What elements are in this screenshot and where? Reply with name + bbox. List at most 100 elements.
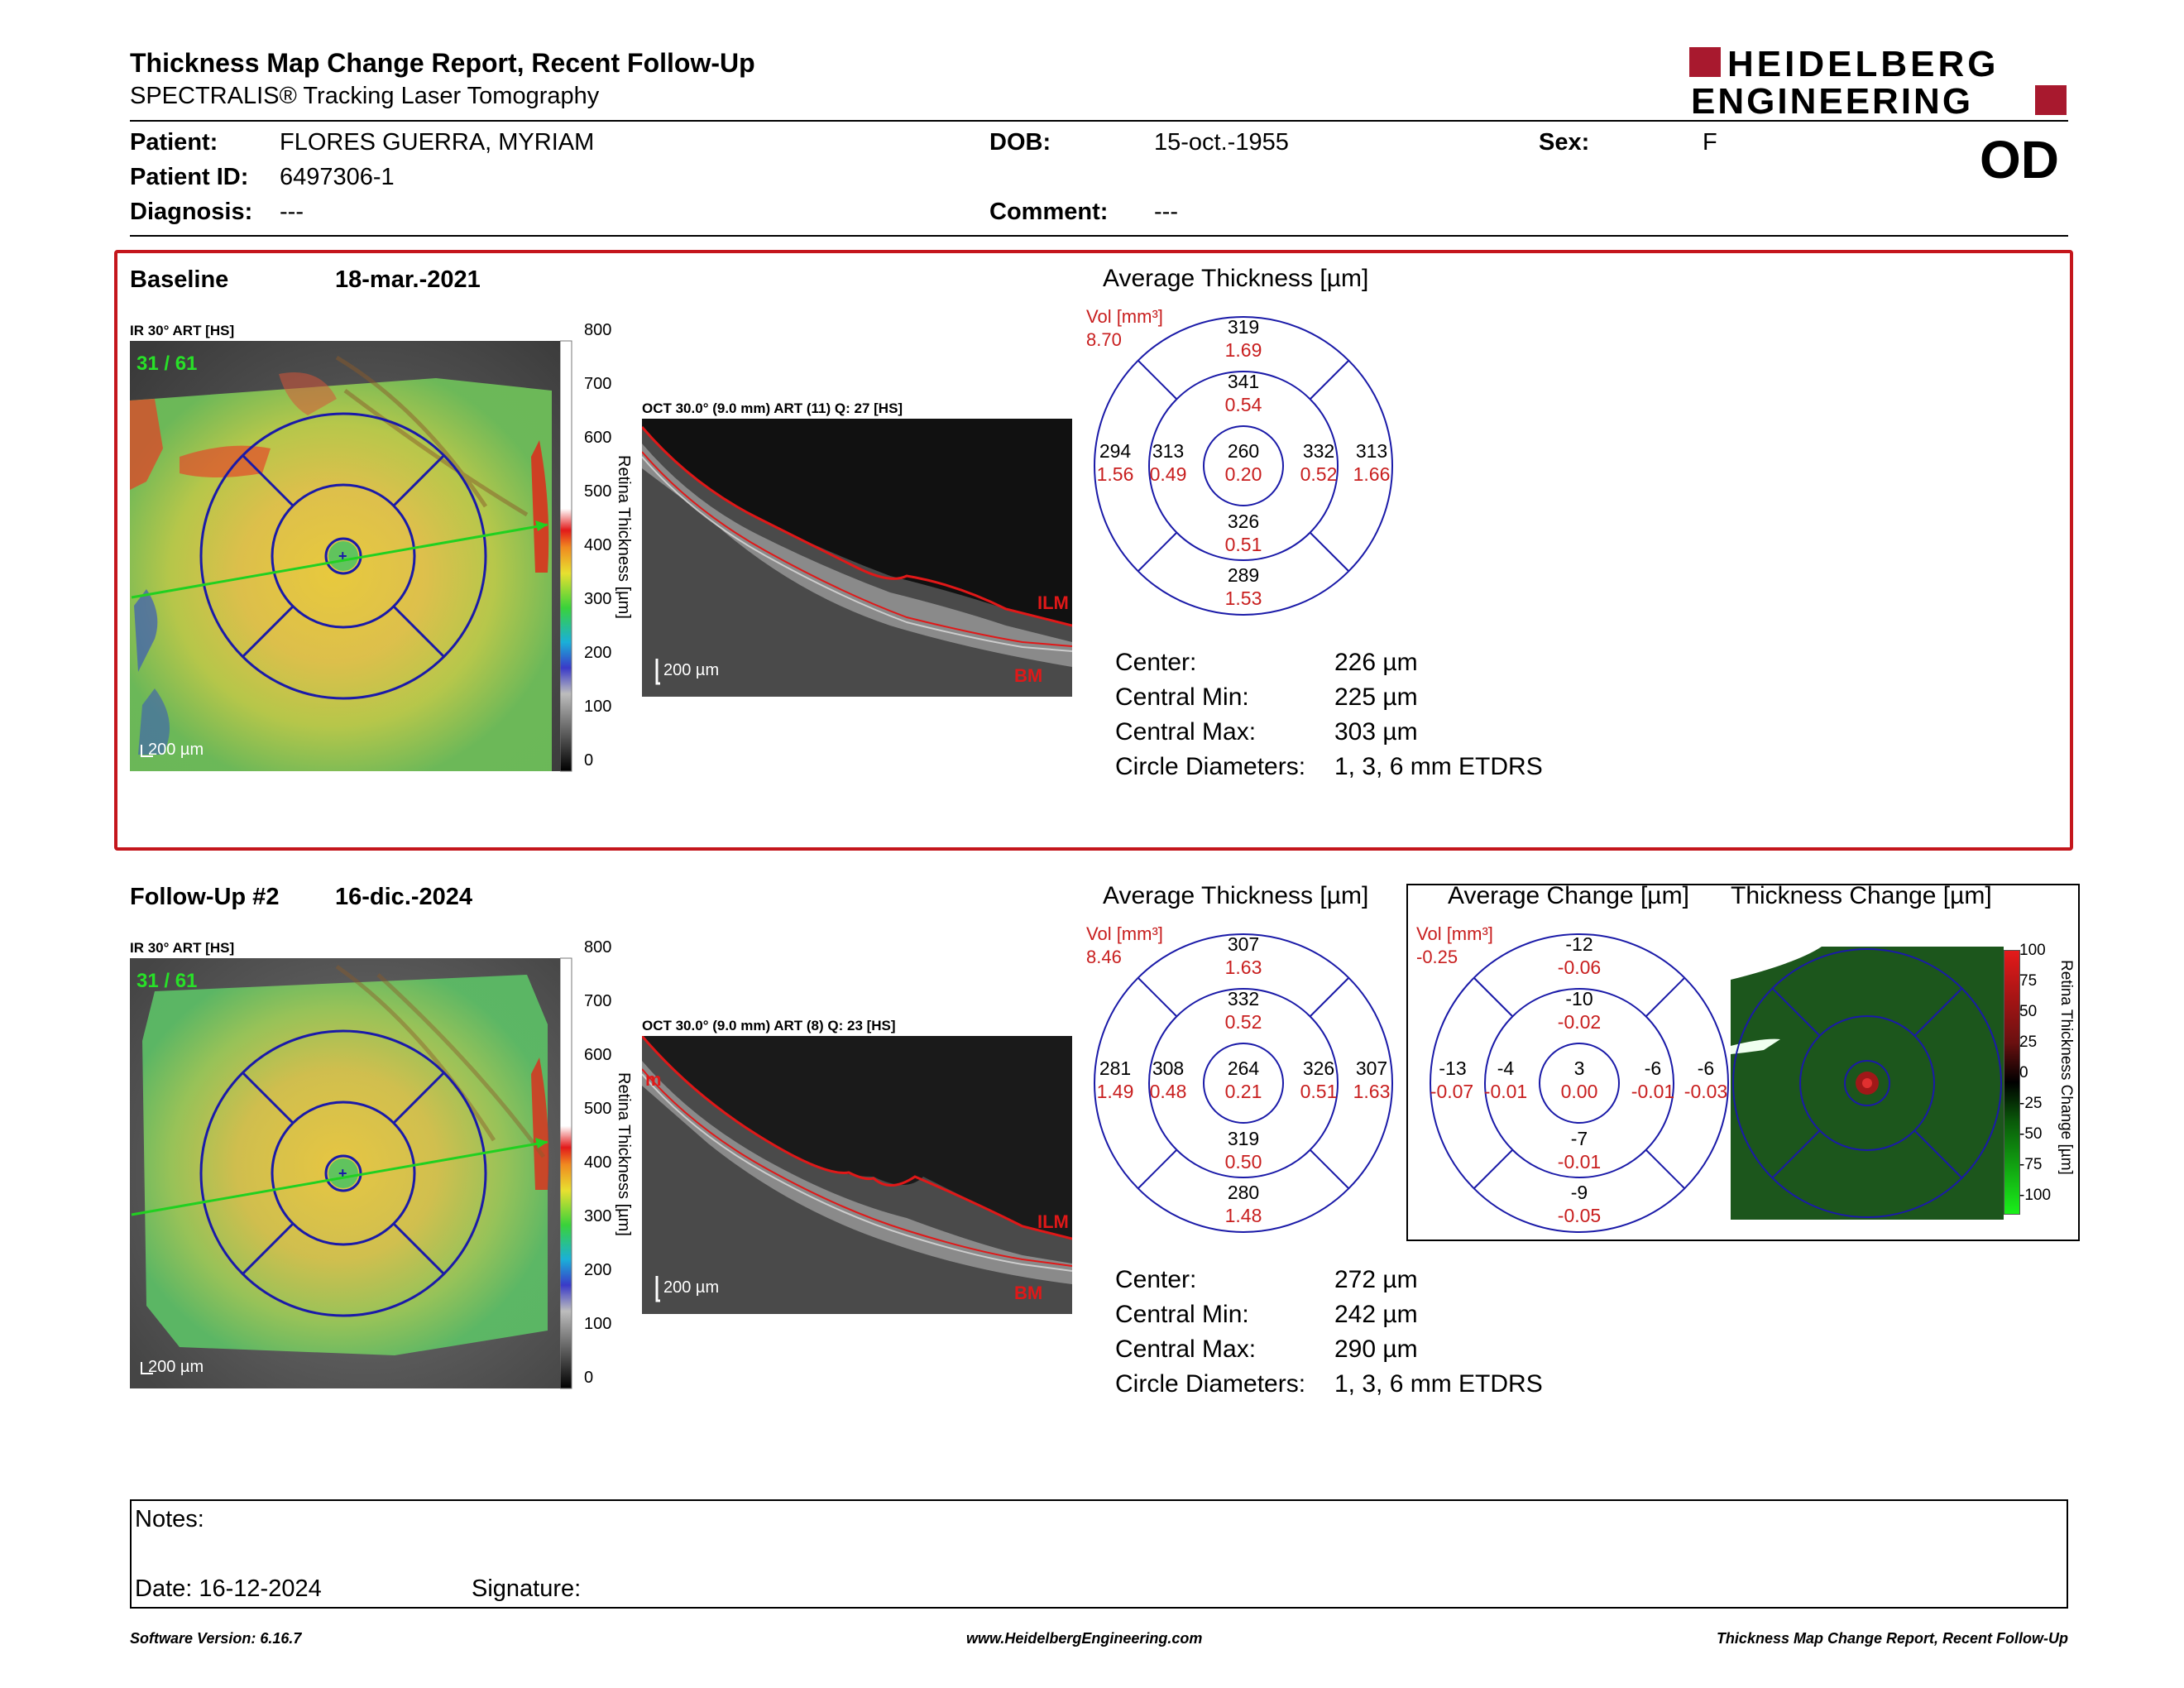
followup-center-volume: 0.21 xyxy=(1224,1081,1262,1102)
dob-label: DOB: xyxy=(989,129,1051,156)
change-outer-sup-thickness: -12 xyxy=(1565,933,1593,955)
eye-indicator: OD xyxy=(1980,130,2059,189)
footer-version: Software Version: 6.16.7 xyxy=(130,1630,302,1647)
followup-date: 16-dic.-2024 xyxy=(335,884,473,910)
followup-outer-sup-volume: 1.63 xyxy=(1224,957,1262,978)
sex-value: F xyxy=(1703,129,1717,156)
baseline-outer-inf-volume: 1.53 xyxy=(1224,587,1262,609)
change-inner-temp-volume: -0.01 xyxy=(1483,1081,1528,1102)
followup-bm-label: BM xyxy=(1014,1283,1042,1303)
baseline-center-volume: 0.20 xyxy=(1224,463,1262,485)
baseline-colorbar-label: Retina Thickness [µm] xyxy=(615,455,633,619)
report-subtitle: SPECTRALIS® Tracking Laser Tomography xyxy=(130,83,600,109)
change-outer-temp-thickness: -13 xyxy=(1439,1057,1467,1079)
baseline-thickness-map[interactable]: + 31 / 61 200 µm xyxy=(130,341,560,771)
followup-frame-counter: 31 / 61 xyxy=(136,970,197,992)
patient-name: FLORES GUERRA, MYRIAM xyxy=(280,129,595,156)
followup-inner-nas-thickness: 326 xyxy=(1302,1057,1335,1079)
patient-id-label: Patient ID: xyxy=(130,164,249,190)
heidelberg-logo: HEIDELBERG ENGINEERING xyxy=(1689,44,2068,122)
baseline-vol-label: Vol [mm³] xyxy=(1086,306,1163,327)
change-etdrs-grid xyxy=(1428,932,1731,1235)
svg-text:200 µm: 200 µm xyxy=(663,661,719,679)
change-panel xyxy=(1406,884,2080,1241)
footer-report-name: Thickness Map Change Report, Recent Foll… xyxy=(1716,1630,2068,1647)
diagnosis-value: --- xyxy=(280,199,304,225)
baseline-outer-temp-volume: 1.56 xyxy=(1096,463,1134,485)
svg-text:HEIDELBERG: HEIDELBERG xyxy=(1727,46,1999,84)
change-colorbar-ticks: 100 75 50 25 0 -25 -50 -75 -100 xyxy=(2019,942,2052,1204)
patient-label: Patient: xyxy=(130,129,218,156)
change-inner-nas-thickness: -6 xyxy=(1644,1057,1662,1079)
baseline-inner-temp-thickness: 313 xyxy=(1152,440,1185,462)
baseline-vol-value: 8.70 xyxy=(1086,329,1122,350)
change-vol-value: -0.25 xyxy=(1416,947,1458,967)
followup-colorbar-ticks: 800 700 600 500 400 300 200 100 0 xyxy=(584,938,612,1387)
baseline-outer-sup-volume: 1.69 xyxy=(1224,339,1262,361)
change-inner-inf-volume: -0.01 xyxy=(1557,1151,1602,1172)
baseline-inner-nas-thickness: 332 xyxy=(1302,440,1335,462)
followup-inner-inf-volume: 0.50 xyxy=(1224,1151,1262,1172)
baseline-section xyxy=(114,250,2073,851)
signature-label: Signature: xyxy=(472,1575,582,1602)
baseline-colorbar-ticks: 800 700 600 500 400 300 200 100 0 xyxy=(584,321,612,770)
change-outer-temp-volume: -0.07 xyxy=(1430,1081,1474,1102)
change-inner-inf-thickness: -7 xyxy=(1570,1128,1588,1149)
svg-text:200 µm: 200 µm xyxy=(148,741,204,759)
baseline-outer-temp-thickness: 294 xyxy=(1099,440,1132,462)
baseline-outer-inf-thickness: 289 xyxy=(1227,564,1260,586)
baseline-outer-sup-thickness: 319 xyxy=(1227,316,1260,338)
baseline-grid-title: Average Thickness [µm] xyxy=(1103,265,1369,292)
baseline-inner-inf-volume: 0.51 xyxy=(1224,534,1262,555)
followup-etdrs-grid xyxy=(1092,932,1395,1235)
followup-colorbar-label: Retina Thickness [µm] xyxy=(615,1072,633,1236)
baseline-frame-counter: 31 / 61 xyxy=(136,352,197,375)
change-grid-title: Average Change [µm] xyxy=(1448,882,1689,909)
svg-text:200 µm: 200 µm xyxy=(663,1278,719,1297)
baseline-bm-label: BM xyxy=(1014,665,1042,686)
followup-colorbar xyxy=(559,950,610,1397)
followup-inner-temp-thickness: 308 xyxy=(1152,1057,1185,1079)
footer-website[interactable]: www.HeidelbergEngineering.com xyxy=(966,1630,1203,1647)
change-colorbar xyxy=(2004,950,2020,1215)
report-title: Thickness Map Change Report, Recent Foll… xyxy=(130,48,755,78)
followup-vol-value: 8.46 xyxy=(1086,947,1122,967)
followup-outer-temp-volume: 1.49 xyxy=(1096,1081,1134,1102)
followup-ilm-label: ILM xyxy=(1037,1211,1069,1232)
notes-label: Notes: xyxy=(135,1506,204,1532)
baseline-stats: Center: 226 µm Central Min: 225 µm Central… xyxy=(1115,649,1543,780)
baseline-ir-caption: IR 30° ART [HS] xyxy=(130,323,235,338)
baseline-oct-scan[interactable]: ILM BM 200 µm xyxy=(642,419,1072,697)
followup-oct-left-mark: m xyxy=(645,1069,662,1090)
change-center-volume: 0.00 xyxy=(1560,1081,1598,1102)
baseline-date: 18-mar.-2021 xyxy=(335,266,481,293)
followup-oct-scan[interactable]: m ILM BM 200 µm xyxy=(642,1036,1072,1314)
change-inner-sup-volume: -0.02 xyxy=(1557,1011,1602,1033)
followup-inner-inf-thickness: 319 xyxy=(1227,1128,1260,1149)
change-center-thickness: 3 xyxy=(1573,1057,1585,1079)
followup-center-thickness: 264 xyxy=(1227,1057,1260,1079)
baseline-outer-nas-thickness: 313 xyxy=(1355,440,1388,462)
followup-label: Follow-Up #2 xyxy=(130,884,280,910)
comment-label: Comment: xyxy=(989,199,1109,225)
followup-outer-inf-volume: 1.48 xyxy=(1224,1205,1262,1226)
change-inner-temp-thickness: -4 xyxy=(1497,1057,1515,1079)
diagnosis-label: Diagnosis: xyxy=(130,199,253,225)
followup-outer-nas-volume: 1.63 xyxy=(1353,1081,1391,1102)
followup-inner-sup-volume: 0.52 xyxy=(1224,1011,1262,1033)
baseline-etdrs-grid xyxy=(1092,314,1395,617)
svg-text:200 µm: 200 µm xyxy=(148,1358,204,1376)
change-outer-inf-thickness: -9 xyxy=(1570,1182,1588,1203)
thickness-change-map[interactable] xyxy=(1731,947,2004,1220)
patient-id: 6497306-1 xyxy=(280,164,395,190)
followup-outer-nas-thickness: 307 xyxy=(1355,1057,1388,1079)
dob-value: 15-oct.-1955 xyxy=(1154,129,1289,156)
baseline-inner-sup-volume: 0.54 xyxy=(1224,394,1262,415)
baseline-inner-temp-volume: 0.49 xyxy=(1149,463,1187,485)
followup-thickness-map[interactable]: + 31 / 61 200 µm xyxy=(130,958,560,1388)
notes-box[interactable] xyxy=(130,1499,2068,1609)
notes-date: Date: 16-12-2024 xyxy=(135,1575,322,1602)
thickness-change-title: Thickness Change [µm] xyxy=(1731,882,1992,909)
change-colorbar-label: Retina Thickness Change [µm] xyxy=(2057,960,2075,1175)
svg-text:+: + xyxy=(338,548,347,564)
